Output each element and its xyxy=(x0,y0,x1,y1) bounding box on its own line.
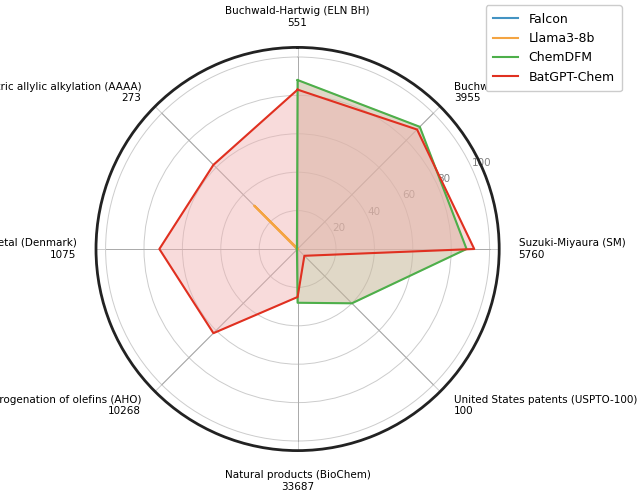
Legend: Falcon, Llama3-8b, ChemDFM, BatGPT-Chem: Falcon, Llama3-8b, ChemDFM, BatGPT-Chem xyxy=(486,5,622,91)
Polygon shape xyxy=(297,80,467,303)
Polygon shape xyxy=(159,90,474,333)
